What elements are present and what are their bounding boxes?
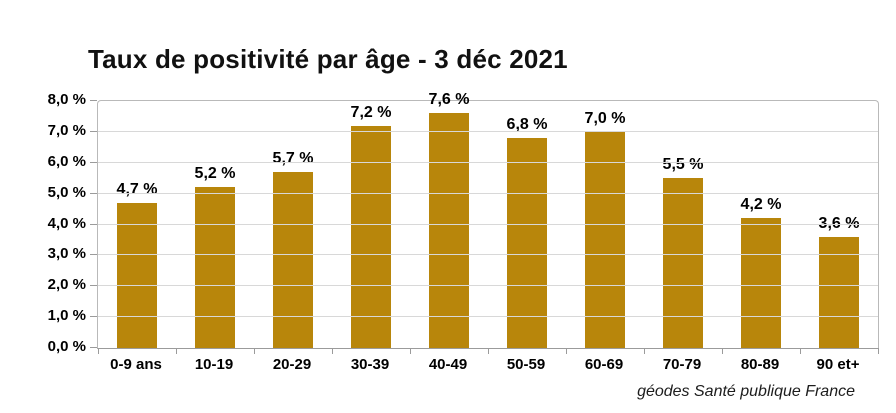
bar [117,202,157,348]
bar-slot: 7,6 % [410,91,488,348]
gridline [98,285,878,287]
bar [351,125,391,348]
bar-slot: 4,2 % [722,101,800,348]
x-tick-label: 90 et+ [816,356,860,373]
y-axis-tick [90,223,97,225]
gridline [98,223,878,225]
chart-title: Taux de positivité par âge - 3 déc 2021 [88,44,568,74]
y-tick-label: 8,0 % [47,91,86,108]
x-axis-labels: 0-9 ans 10-19 20-29 30-39 40-49 50-59 60-69 70-… [97,356,877,373]
y-tick-label: 5,0 % [47,183,86,201]
y-tick-label: 0,0 % [47,338,86,355]
gridline [98,130,878,132]
x-tick-label: 10-19 [194,356,234,373]
bar-slot: 6,8 % [488,101,566,348]
bar [741,218,781,348]
x-tick-label: 30-39 [350,356,390,373]
y-axis-tick [90,100,97,101]
x-axis-tick [176,348,177,354]
bar-slot: 7,0 % [566,101,644,348]
y-tick-label: 4,0 % [47,214,86,232]
y-axis-tick [90,130,97,132]
bar [273,172,313,348]
x-tick-label: 0-9 ans [110,356,162,373]
bar-value-label: 4,7 % [116,180,158,198]
y-axis-tick [90,192,97,194]
y-axis-tick [90,347,97,348]
y-axis-tick [90,285,97,287]
bars-layer: 4,7 % 5,2 % 5,7 % 7,2 % 7,6 % 6,8 % 7,0 % 5,5 %… [98,91,878,348]
y-tick-label: 1,0 % [47,307,86,325]
x-axis-tick [722,348,723,354]
x-tick-label: 80-89 [740,356,780,373]
x-axis-tick [644,348,645,354]
gridline [98,161,878,163]
gridline [98,192,878,194]
bar [507,138,547,348]
bar [429,113,469,348]
x-tick-label: 50-59 [506,356,546,373]
x-axis-tick [800,348,801,354]
x-axis-tick [98,348,99,354]
y-axis-tick [90,161,97,163]
bar-slot: 3,6 % [800,101,878,348]
bar-value-label: 5,7 % [272,150,314,168]
gridline [98,254,878,256]
bar [819,236,859,348]
y-axis-tick [90,316,97,318]
bar-value-label: 3,6 % [818,214,860,232]
bar [195,187,235,348]
bar-slot: 7,2 % [332,101,410,348]
plot-area: 4,7 % 5,2 % 5,7 % 7,2 % 7,6 % 6,8 % 7,0 % 5,5 %… [90,91,879,354]
x-tick-label: 70-79 [662,356,702,373]
x-axis-tick [566,348,567,354]
y-tick-label: 3,0 % [47,245,86,263]
bar-slot: 5,5 % [644,101,722,348]
bar-value-label: 7,0 % [584,109,626,127]
x-tick-label: 20-29 [272,356,312,373]
y-axis-tick [90,254,97,256]
source-credit: géodes Santé publique France [637,383,855,400]
y-tick-label: 6,0 % [47,152,86,170]
bar [585,131,625,348]
x-axis-tick [878,348,879,354]
x-tick-label: 60-69 [584,356,624,373]
bar-value-label: 4,2 % [740,196,782,214]
x-axis-tick [410,348,411,354]
bar-value-label: 6,8 % [506,116,548,134]
bar [663,178,703,348]
y-tick-label: 7,0 % [47,121,86,139]
bar-value-label: 5,5 % [662,156,704,174]
bar-value-label: 7,6 % [428,91,470,109]
bar-slot: 5,7 % [254,101,332,348]
x-tick-label: 40-49 [428,356,468,373]
bar-slot: 5,2 % [176,101,254,348]
x-axis-tick [332,348,333,354]
bar-value-label: 7,2 % [350,103,392,121]
x-axis-tick [254,348,255,354]
y-tick-label: 2,0 % [47,276,86,294]
x-axis-tick [488,348,489,354]
bar-value-label: 5,2 % [194,165,236,183]
bar-slot: 4,7 % [98,101,176,348]
gridline [98,316,878,318]
